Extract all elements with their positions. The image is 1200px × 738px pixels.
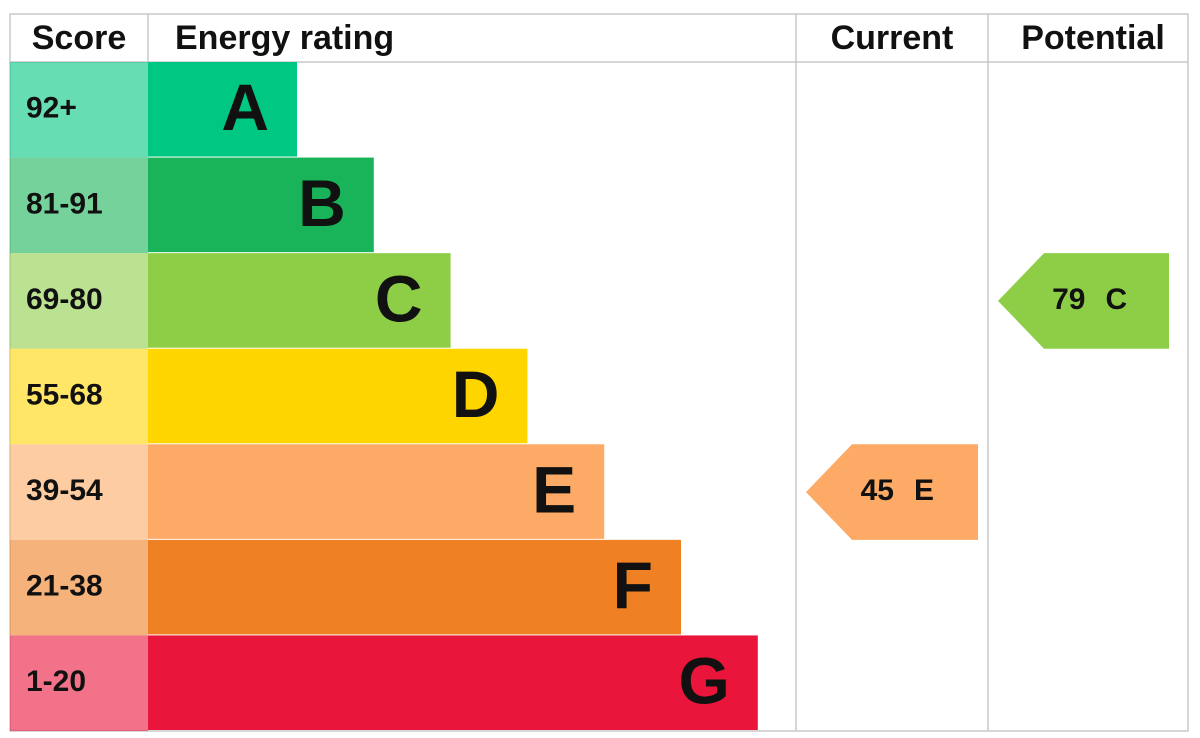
rating-letter: B bbox=[298, 166, 346, 240]
rating-bar bbox=[148, 62, 297, 157]
header: Potential bbox=[1021, 19, 1165, 57]
score-cell bbox=[10, 253, 148, 349]
rating-bar bbox=[148, 253, 451, 348]
rating-value: 45 bbox=[861, 474, 894, 507]
rating-letter: E bbox=[532, 453, 576, 527]
score-cell bbox=[10, 157, 148, 254]
header: Energy rating bbox=[175, 19, 394, 57]
rating-value: 79 bbox=[1052, 283, 1085, 316]
score-label: 92+ bbox=[26, 92, 77, 125]
rating-bar bbox=[148, 539, 681, 635]
header: Score bbox=[32, 19, 127, 57]
rating-letter: G bbox=[678, 644, 729, 718]
header: Current bbox=[831, 19, 954, 57]
score-cell bbox=[10, 635, 148, 731]
score-label: 1-20 bbox=[26, 665, 86, 698]
rating-arrow bbox=[998, 253, 1169, 349]
rating-bar bbox=[148, 444, 605, 539]
rating-letter: A bbox=[221, 70, 269, 144]
score-cell bbox=[10, 62, 148, 158]
rating-letter: C bbox=[375, 261, 423, 335]
score-label: 69-80 bbox=[26, 283, 103, 316]
rating-letter: F bbox=[613, 548, 653, 622]
rating-bar bbox=[148, 348, 528, 444]
score-label: 39-54 bbox=[26, 474, 103, 507]
score-label: 21-38 bbox=[26, 570, 103, 603]
rating-letter: D bbox=[452, 357, 500, 431]
rating-letter-small: E bbox=[914, 474, 934, 507]
score-cell bbox=[10, 348, 148, 445]
score-cell bbox=[10, 539, 148, 636]
score-label: 81-91 bbox=[26, 187, 103, 220]
rating-letter-small: C bbox=[1106, 283, 1128, 316]
score-label: 55-68 bbox=[26, 378, 103, 411]
rating-arrow bbox=[806, 444, 978, 540]
rating-bar bbox=[148, 157, 374, 253]
score-cell bbox=[10, 444, 148, 540]
rating-bar bbox=[148, 635, 758, 730]
